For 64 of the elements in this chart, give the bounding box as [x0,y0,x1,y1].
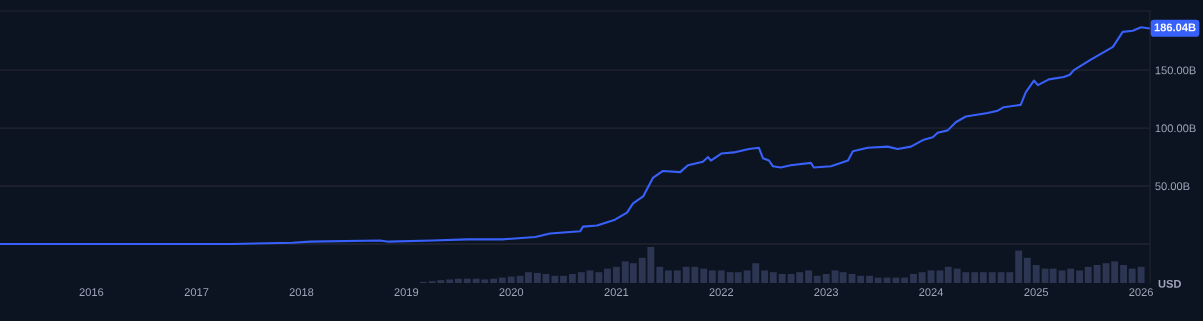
bar [883,277,891,283]
bar [857,275,865,283]
y-tick-label: 150.00B [1155,66,1196,75]
bar [656,266,664,283]
bar [1015,250,1023,283]
bar [708,270,716,283]
bar [971,272,979,283]
bar [778,274,786,283]
bar [490,278,498,283]
bar [822,274,830,283]
bar [507,276,515,283]
bar [927,270,935,283]
bar [944,266,952,283]
bar [918,272,926,283]
bar [673,270,681,283]
bar [1111,261,1119,283]
bar [568,274,576,283]
x-tick-label: 2021 [604,288,629,297]
bar [988,272,996,283]
bar [1032,265,1040,283]
x-tick-label: 2022 [709,288,734,297]
bar [1093,265,1101,283]
bar [1076,270,1084,283]
bar [901,277,909,283]
y-tick-label: 50.00B [1155,182,1190,191]
bar [463,278,471,283]
x-tick-label: 2026 [1129,288,1153,297]
bar [533,272,541,283]
bar [1128,268,1136,283]
y-axis-title: USD [1158,279,1181,288]
x-tick-label: 2025 [1024,288,1049,297]
bar [761,270,769,283]
bar [454,278,462,283]
bar [1137,266,1145,283]
bar [813,275,821,283]
bar [1084,266,1092,283]
x-tick-label: 2024 [919,288,944,297]
x-tick-label: 2023 [814,288,839,297]
x-tick-label: 2016 [79,288,104,297]
bar [560,275,567,283]
bar [769,272,777,283]
y-tick-label: 100.00B [1155,124,1196,133]
bar [874,277,882,283]
x-tick-label: 2018 [289,288,314,297]
bar [700,268,708,283]
bar [866,275,873,283]
bar [595,272,603,283]
annotation: 186.04B [1154,23,1196,32]
bar [1120,265,1128,283]
bar [805,270,813,283]
bar [936,270,944,283]
bar [910,274,917,283]
x-tick-label: 2017 [184,288,209,297]
x-tick-label: 2019 [394,288,419,297]
bar [1023,257,1031,283]
bar [664,270,672,283]
bar [446,279,454,283]
bar [612,266,620,283]
x-tick-label: 2020 [499,288,524,297]
bar [551,275,559,283]
bar [717,270,725,283]
bar [604,268,611,283]
bar [498,277,506,283]
bar [979,272,987,283]
